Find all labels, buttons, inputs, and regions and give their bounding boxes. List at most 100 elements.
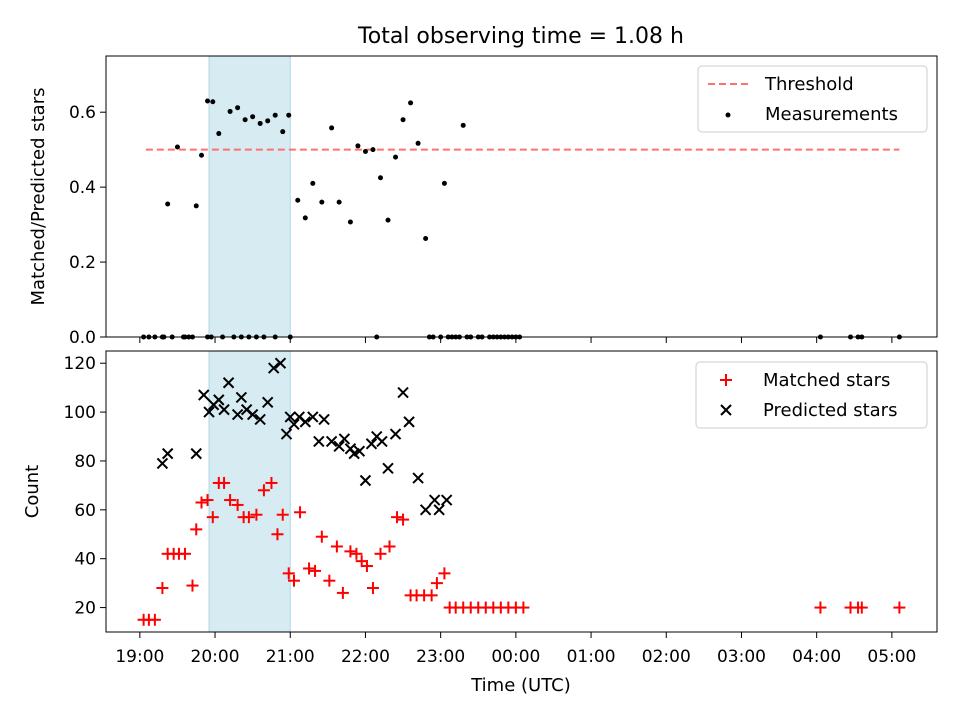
x-tick-label: 04:00 xyxy=(792,647,841,667)
measurement-point xyxy=(258,121,263,126)
measurement-point xyxy=(442,181,447,186)
matched-star-point xyxy=(814,602,826,614)
x-tick-label: 21:00 xyxy=(266,647,315,667)
measurement-point xyxy=(250,114,255,119)
measurement-point xyxy=(165,201,170,206)
top-highlight-span xyxy=(209,56,290,337)
y-tick-label: 0.2 xyxy=(69,253,96,273)
measurement-point xyxy=(319,200,324,205)
measurement-point xyxy=(280,129,285,134)
x-tick-label: 23:00 xyxy=(416,647,465,667)
measurement-point xyxy=(423,236,428,241)
legend-measurements-swatch xyxy=(726,113,731,118)
matched-star-point xyxy=(156,582,168,594)
top-panel: 0.00.20.40.6 Matched/Predicted stars Thr… xyxy=(28,56,937,348)
y-tick-label: 80 xyxy=(74,452,96,472)
x-tick-label: 22:00 xyxy=(341,647,390,667)
bottom-panel: 20406080100120 19:00 20:00 21:00 22:00 23:00… xyxy=(22,351,937,696)
predicted-star-point xyxy=(366,439,376,449)
matched-star-point xyxy=(893,602,905,614)
matched-star-point xyxy=(186,580,198,592)
matched-star-point xyxy=(179,548,191,560)
measurement-point xyxy=(416,141,421,146)
predicted-star-point xyxy=(360,476,370,486)
bottom-legend: Matched stars Predicted stars xyxy=(696,362,927,428)
y-tick-label: 60 xyxy=(74,501,96,521)
measurement-point xyxy=(386,218,391,223)
predicted-star-point xyxy=(404,417,414,427)
measurement-point xyxy=(273,113,278,118)
matched-star-point xyxy=(367,582,379,594)
matched-star-point xyxy=(196,496,208,508)
measurement-point xyxy=(337,200,342,205)
predicted-star-point xyxy=(383,463,393,473)
measurement-point xyxy=(205,98,210,103)
x-axis-label: Time (UTC) xyxy=(470,675,571,696)
predicted-star-point xyxy=(413,473,423,483)
measurement-point xyxy=(363,149,368,154)
predicted-star-point xyxy=(377,436,387,446)
bottom-y-axis-label: Count xyxy=(22,465,43,518)
measurement-point xyxy=(303,215,308,220)
matched-star-point xyxy=(337,587,349,599)
y-tick-label: 0.6 xyxy=(69,103,96,123)
bottom-highlight-span xyxy=(209,351,290,632)
top-x-ticks xyxy=(140,337,892,343)
measurement-point xyxy=(461,123,466,128)
matched-star-point xyxy=(397,514,409,526)
matched-star-point xyxy=(517,602,529,614)
chart-canvas: Total observing time = 1.08 h 0.00.20.40… xyxy=(0,0,960,720)
matched-star-point xyxy=(294,506,306,518)
top-y-ticks: 0.0 0.2 0.4 0.6 xyxy=(69,103,106,348)
measurement-point xyxy=(295,198,300,203)
matched-star-point xyxy=(438,567,450,579)
x-tick-label: 03:00 xyxy=(717,647,766,667)
predicted-stars-points xyxy=(157,358,451,515)
matched-star-point xyxy=(374,548,386,560)
matched-star-point xyxy=(391,511,403,523)
measurement-point xyxy=(199,153,204,158)
predicted-star-point xyxy=(391,429,401,439)
measurement-point xyxy=(243,117,248,122)
matched-star-point xyxy=(303,562,315,574)
measurement-point xyxy=(286,113,291,118)
y-tick-label: 40 xyxy=(74,550,96,570)
x-tick-label: 01:00 xyxy=(567,647,616,667)
measurement-point xyxy=(265,118,270,123)
predicted-star-point xyxy=(199,390,209,400)
bottom-y-ticks: 20 40 60 80 100 120 xyxy=(64,354,106,618)
predicted-star-point xyxy=(314,436,324,446)
measurement-point xyxy=(329,125,334,130)
legend-matched-label: Matched stars xyxy=(763,370,890,391)
predicted-star-point xyxy=(163,449,173,459)
y-tick-label: 100 xyxy=(64,403,96,423)
x-tick-label: 20:00 xyxy=(191,647,240,667)
measurement-point xyxy=(378,175,383,180)
measurement-point xyxy=(175,145,180,150)
predicted-star-point xyxy=(398,388,408,398)
matched-star-point xyxy=(316,531,328,543)
matched-star-point xyxy=(309,565,321,577)
y-tick-label: 0.4 xyxy=(69,178,96,198)
predicted-star-point xyxy=(434,505,444,515)
matched-star-point xyxy=(431,577,443,589)
x-tick-label: 05:00 xyxy=(867,647,916,667)
top-y-axis-label: Matched/Predicted stars xyxy=(28,88,49,306)
predicted-star-point xyxy=(430,495,440,505)
top-legend: Threshold Measurements xyxy=(698,66,927,132)
x-tick-label: 02:00 xyxy=(642,647,691,667)
chart-title: Total observing time = 1.08 h xyxy=(357,24,684,49)
matched-star-point xyxy=(384,540,396,552)
matched-star-point xyxy=(426,589,438,601)
predicted-star-point xyxy=(157,458,167,468)
predicted-star-point xyxy=(421,505,431,515)
bottom-x-ticks: 19:00 20:00 21:00 22:00 23:00 00:00 01:00 02:00… xyxy=(115,632,916,667)
measurement-point xyxy=(210,99,215,104)
measurement-point xyxy=(228,109,233,114)
matched-star-point xyxy=(190,523,202,535)
measurement-point xyxy=(348,219,353,224)
measurement-point xyxy=(408,100,413,105)
measurement-point xyxy=(401,117,406,122)
measurement-point xyxy=(310,181,315,186)
predicted-star-point xyxy=(442,495,452,505)
